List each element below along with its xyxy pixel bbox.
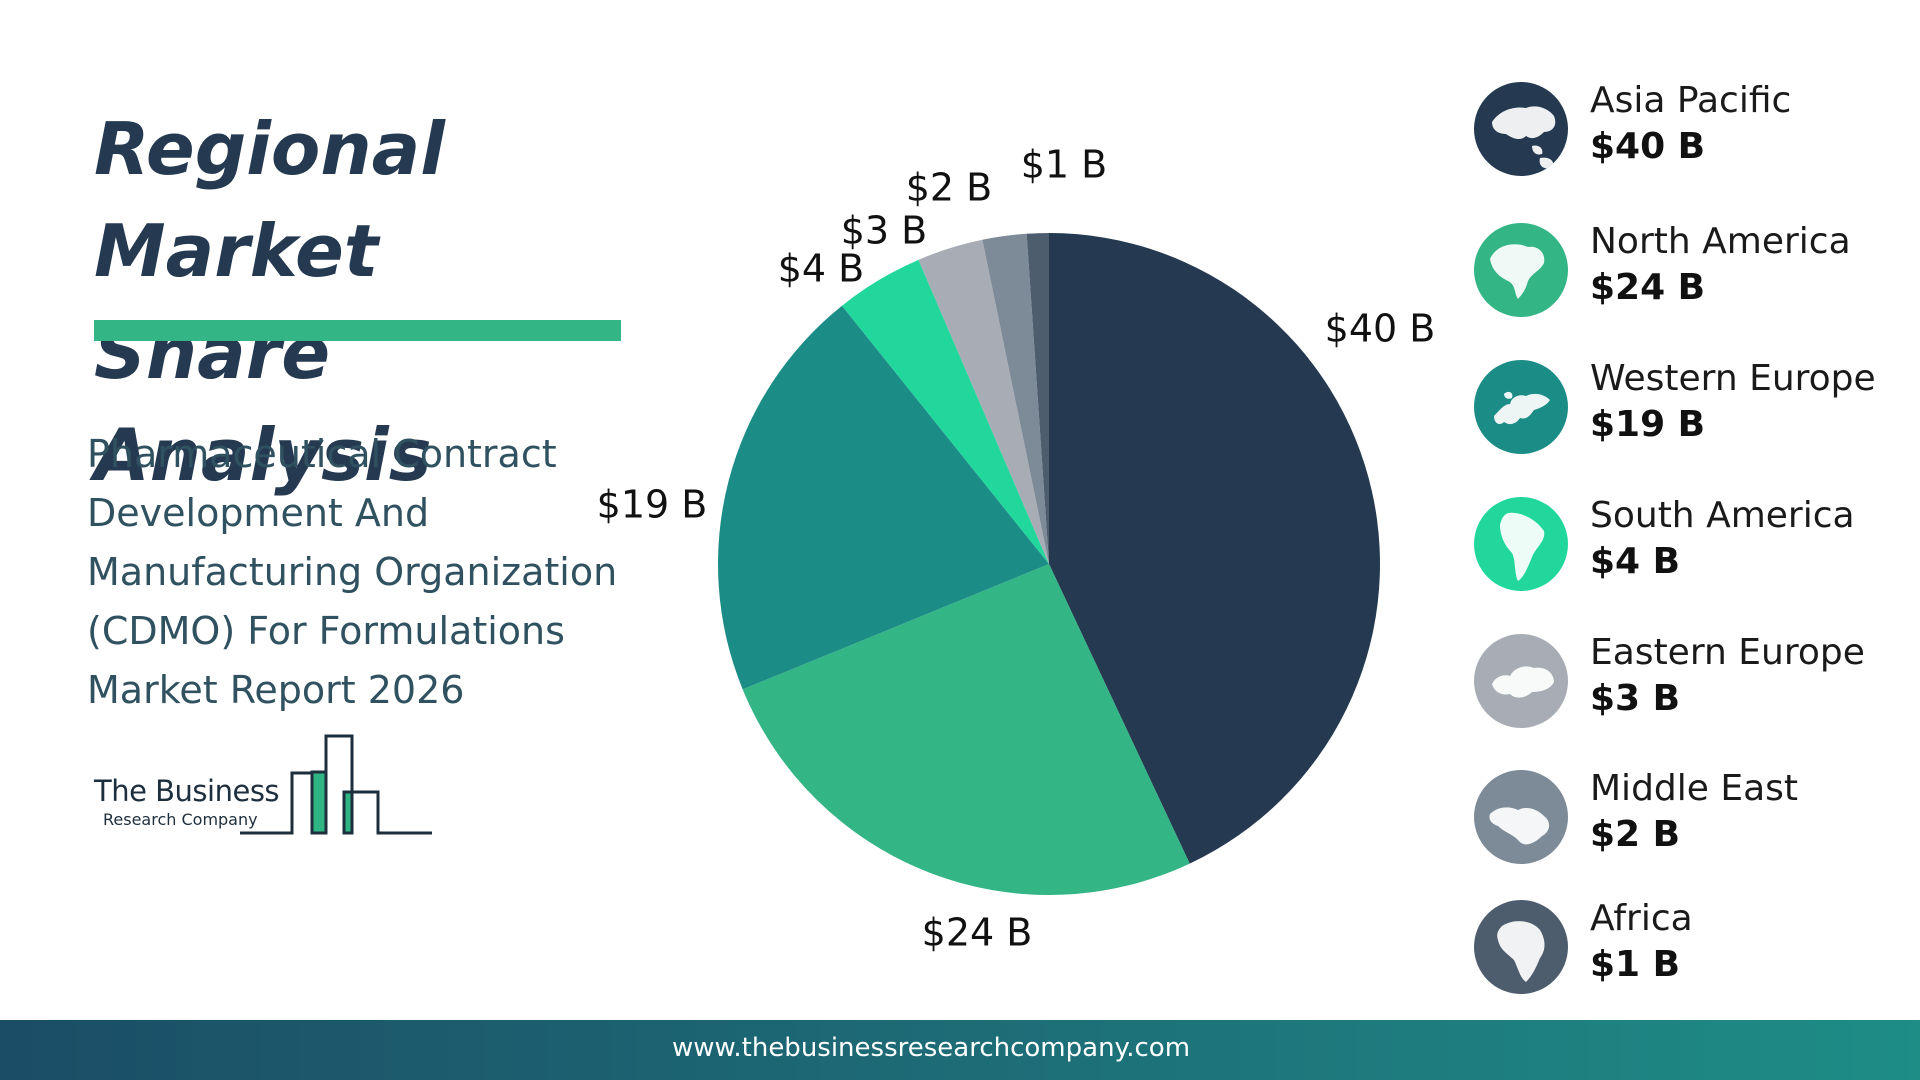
subtitle-line-3: Manufacturing Organization	[87, 550, 618, 594]
subtitle-line-1: Pharmaceutical Contract	[87, 432, 557, 476]
slice-label-south-america: $4 B	[778, 247, 865, 291]
pie-slice-western-europe	[718, 305, 1049, 690]
legend-label: North America	[1590, 221, 1851, 262]
legend-value: $4 B	[1590, 541, 1681, 582]
slice-label-africa: $1 B	[1021, 143, 1108, 187]
pie-slice-asia-pacific	[1049, 233, 1380, 864]
company-logo: The Business Research Company	[92, 730, 442, 840]
title-line-1: Regional Market	[94, 107, 445, 293]
pie-slice-middle-east	[982, 233, 1049, 565]
subtitle-line-2: Development And	[87, 491, 430, 535]
logo-text-main: The Business	[94, 774, 280, 808]
slice-label-eastern-europe: $3 B	[841, 209, 928, 253]
legend-item-africa: Africa $1 B	[1472, 898, 1912, 998]
legend-label: Eastern Europe	[1590, 632, 1865, 673]
subtitle-line-4: (CDMO) For Formulations	[87, 609, 565, 653]
asia-pacific-map-icon-graphic	[1492, 106, 1556, 169]
slice-label-western-europe: $19 B	[597, 483, 708, 527]
legend-value: $24 B	[1590, 267, 1706, 308]
eastern-europe-map-icon	[1474, 634, 1568, 728]
report-subtitle: Pharmaceutical Contract Development And …	[87, 425, 647, 720]
south-america-map-icon-graphic	[1500, 512, 1545, 581]
legend-item-south-america: South America $4 B	[1472, 495, 1912, 595]
slice-label-asia-pacific: $40 B	[1325, 307, 1436, 351]
title-accent-bar	[94, 320, 621, 341]
legend-value: $40 B	[1590, 126, 1706, 167]
legend-item-asia-pacific: Asia Pacific $40 B	[1472, 80, 1912, 180]
africa-map-icon-graphic	[1497, 921, 1545, 982]
north-america-map-icon	[1474, 223, 1568, 317]
slice-label-north-america: $24 B	[922, 911, 1033, 955]
slice-label-middle-east: $2 B	[906, 166, 993, 210]
legend-value: $19 B	[1590, 404, 1706, 445]
legend-item-western-europe: Western Europe $19 B	[1472, 358, 1912, 458]
legend-label: Western Europe	[1590, 358, 1876, 399]
pie-slice-eastern-europe	[918, 239, 1049, 565]
subtitle-line-5: Market Report 2026	[87, 668, 465, 712]
page-title: Regional Market Share Analysis	[94, 98, 654, 506]
legend-value: $1 B	[1590, 944, 1681, 985]
legend-item-north-america: North America $24 B	[1472, 221, 1912, 321]
western-europe-map-icon	[1474, 360, 1568, 454]
pie-slice-africa	[1026, 233, 1049, 564]
legend-value: $3 B	[1590, 678, 1681, 719]
legend-label: South America	[1590, 495, 1855, 536]
pie-slice-south-america	[842, 259, 1049, 564]
pie-chart: $40 B $24 B $19 B $4 B$3 B$2 B $1 B	[597, 143, 1436, 955]
africa-map-icon	[1474, 900, 1568, 994]
legend-label: Middle East	[1590, 768, 1799, 809]
middle-east-map-icon-graphic	[1489, 807, 1550, 845]
legend-label: Asia Pacific	[1590, 80, 1792, 121]
legend-item-eastern-europe: Eastern Europe $3 B	[1472, 632, 1912, 732]
middle-east-map-icon	[1474, 770, 1568, 864]
asia-pacific-map-icon	[1474, 82, 1568, 176]
website-link[interactable]: www.thebusinessresearchcompany.com	[671, 1033, 1191, 1063]
south-america-map-icon	[1474, 497, 1568, 591]
pie-slice-north-america	[742, 564, 1190, 895]
legend-value: $2 B	[1590, 814, 1681, 855]
legend-item-middle-east: Middle East $2 B	[1472, 768, 1912, 868]
eastern-europe-map-icon-graphic	[1492, 666, 1554, 698]
western-europe-map-icon-graphic	[1494, 391, 1550, 425]
logo-text-sub: Research Company	[103, 810, 258, 829]
footer-bar: www.thebusinessresearchcompany.com	[0, 1020, 1920, 1080]
legend-label: Africa	[1590, 898, 1693, 939]
logo-buildings-graphic	[240, 734, 432, 835]
north-america-map-icon-graphic	[1490, 244, 1545, 299]
